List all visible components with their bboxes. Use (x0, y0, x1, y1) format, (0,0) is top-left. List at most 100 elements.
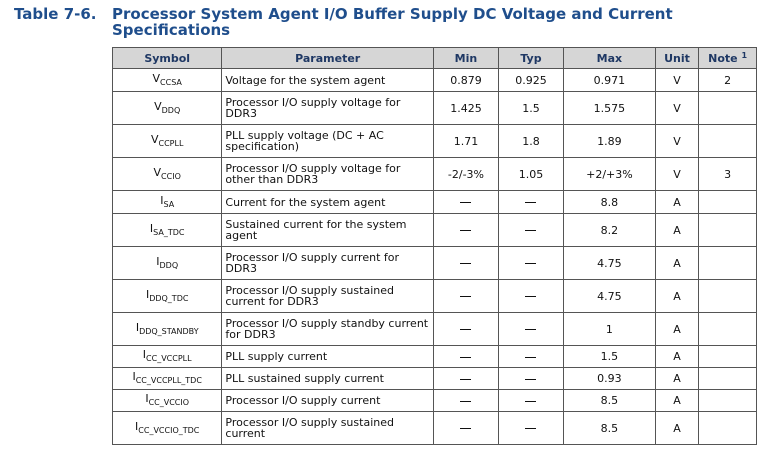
dash-mark (525, 428, 537, 429)
symbol-main: V (152, 71, 161, 85)
min-cell (432, 389, 499, 412)
symbol-main: V (154, 99, 162, 113)
dash-mark (460, 230, 472, 231)
symbol-main: V (150, 132, 159, 146)
max-cell: +2/+3% (562, 157, 656, 191)
symbol-subscript: DDQ (161, 105, 181, 115)
header-min: Min (432, 47, 499, 69)
max-cell: 1 (562, 312, 656, 346)
note-cell (698, 124, 757, 158)
min-cell (432, 312, 499, 346)
symbol-subscript: CC_VCCIO_TDC (138, 425, 200, 435)
max-cell: 8.5 (562, 389, 656, 412)
parameter-cell: PLL sustained supply current (221, 367, 434, 390)
symbol-cell: VCCPLL (111, 124, 223, 158)
typ-cell: 0.925 (497, 68, 564, 92)
header-note-label: Note (708, 52, 738, 65)
unit-cell: V (654, 91, 700, 125)
parameter-cell: Voltage for the system agent (221, 68, 434, 92)
unit-cell: A (654, 190, 700, 214)
symbol-cell: IDDQ_STANDBY (111, 312, 223, 346)
unit-cell: A (654, 411, 700, 445)
min-cell (432, 213, 499, 247)
note-cell: 3 (698, 157, 757, 191)
symbol-subscript: CCSA (160, 77, 182, 87)
dash-mark (460, 329, 472, 330)
note-cell (698, 279, 757, 313)
symbol-subscript: SA (163, 199, 175, 209)
note-cell (698, 367, 757, 390)
header-parameter: Parameter (221, 47, 434, 69)
dash-mark (460, 296, 472, 297)
note-cell (698, 190, 757, 214)
max-cell: 8.5 (562, 411, 656, 445)
min-cell: 1.425 (432, 91, 499, 125)
typ-cell: 1.05 (497, 157, 564, 191)
typ-cell (497, 345, 564, 368)
note-cell (698, 246, 757, 280)
parameter-cell: Processor I/O supply current (221, 389, 434, 412)
symbol-subscript: CC_VCCPLL_TDC (135, 376, 202, 385)
header-typ: Typ (497, 47, 564, 69)
table-row: VCCSA Voltage for the system agent 0.879 0.… (111, 68, 757, 92)
symbol-subscript: DDQ_TDC (149, 293, 189, 303)
parameter-cell: Processor I/O supply sustained current f… (221, 279, 434, 313)
typ-cell (497, 190, 564, 214)
unit-cell: A (654, 389, 700, 412)
note-cell (698, 411, 757, 445)
header-max: Max (562, 47, 656, 69)
unit-cell: V (654, 124, 700, 158)
parameter-cell: Sustained current for the system agent (221, 213, 434, 247)
symbol-subscript: CC_VCCPLL (146, 354, 192, 363)
table-row: ICC_VCCPLL_TDC PLL sustained supply curre… (111, 367, 757, 390)
unit-cell: V (654, 68, 700, 92)
table-row: IDDQ Processor I/O supply current for DDR… (111, 246, 757, 280)
max-cell: 8.2 (562, 213, 656, 247)
symbol-cell: ICC_VCCPLL (111, 345, 223, 368)
table-row: ISA Current for the system agent 8.8 A (111, 190, 757, 214)
note-cell: 2 (698, 68, 757, 92)
typ-cell (497, 246, 564, 280)
symbol-main: I (156, 254, 160, 268)
dash-mark (460, 400, 472, 402)
unit-cell: A (654, 213, 700, 247)
note-cell (698, 312, 757, 346)
symbol-subscript: CCIO (161, 171, 181, 181)
parameter-cell: Processor I/O supply current for DDR3 (221, 246, 434, 280)
symbol-subscript: CC_VCCIO (148, 398, 190, 407)
symbol-main: I (145, 392, 149, 405)
min-cell: 0.879 (432, 68, 499, 92)
min-cell (432, 190, 499, 214)
header-symbol: Symbol (111, 47, 223, 69)
note-cell (698, 389, 757, 412)
table-row: IDDQ_STANDBY Processor I/O supply standby… (111, 312, 757, 346)
unit-cell: A (654, 279, 700, 313)
symbol-main: I (160, 193, 164, 207)
dash-mark (460, 428, 472, 429)
note-cell (698, 345, 757, 368)
min-cell (432, 411, 499, 445)
header-note-superscript: 1 (741, 51, 748, 60)
unit-cell: V (654, 157, 700, 191)
header-note: Note 1 (698, 47, 757, 69)
min-cell (432, 279, 499, 313)
table-row: VCCIO Processor I/O supply voltage for ot… (111, 157, 757, 191)
dash-mark (525, 400, 537, 402)
typ-cell (497, 279, 564, 313)
unit-cell: A (654, 345, 700, 368)
typ-cell (497, 213, 564, 247)
table-number: Table 7-6. (14, 5, 97, 23)
typ-cell (497, 411, 564, 445)
max-cell: 8.8 (562, 190, 656, 214)
symbol-cell: ICC_VCCIO (111, 389, 223, 412)
symbol-subscript: SA_TDC (153, 227, 185, 237)
dash-mark (460, 378, 472, 380)
parameter-cell: PLL supply voltage (DC + AC specificatio… (221, 124, 434, 158)
min-cell: 1.71 (432, 124, 499, 158)
max-cell: 4.75 (562, 246, 656, 280)
table-row: ISA_TDC Sustained current for the system … (111, 213, 757, 247)
min-cell (432, 246, 499, 280)
min-cell (432, 367, 499, 390)
symbol-subscript: DDQ_STANDBY (139, 326, 199, 336)
max-cell: 1.89 (562, 124, 656, 158)
